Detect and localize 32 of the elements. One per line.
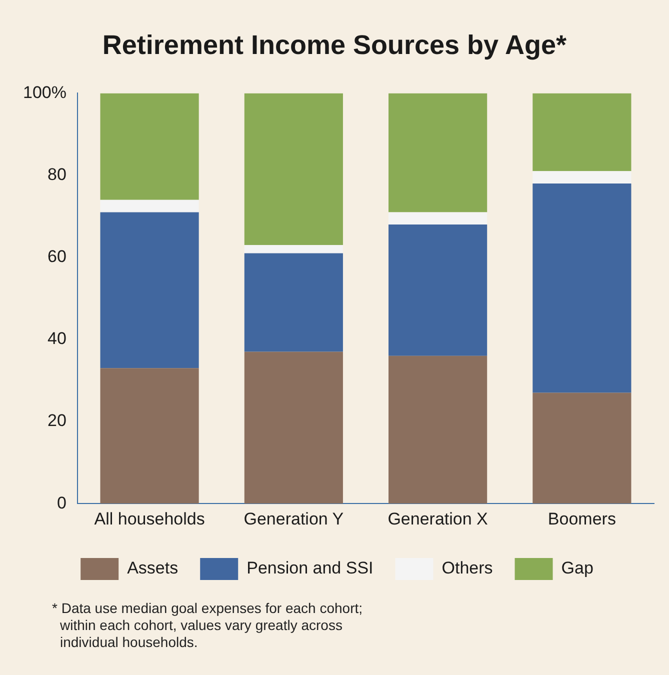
bar [388, 224, 488, 356]
bar [100, 212, 199, 368]
chart-title: Retirement Income Sources by Age* [101, 30, 568, 61]
y-tick-label: 100% [22, 82, 66, 102]
legend-label: Gap [561, 558, 594, 578]
bar [388, 212, 488, 225]
y-tick-label: 60 [48, 247, 66, 266]
x-tick-label: Generation Y [244, 509, 344, 528]
text: * Data use median goal expenses for each cohort; within each cohort, values vary greatly across individual households. [52, 600, 364, 651]
x-tick-label: All households [94, 509, 205, 528]
y-tick-label: 40 [48, 329, 66, 348]
x-tick-label: Boomers [548, 509, 616, 528]
x-tick-label: Generation X [388, 509, 488, 528]
bar [532, 392, 632, 504]
bar [100, 368, 199, 504]
bar [244, 352, 343, 504]
legend-label: Assets [127, 558, 178, 578]
bar [532, 183, 632, 393]
bar [388, 93, 488, 212]
bar [244, 245, 343, 254]
legend-label: Pension and SSI [246, 558, 374, 578]
legend-label: Others [442, 558, 493, 578]
bar [388, 356, 488, 504]
y-tick-label: 80 [48, 164, 66, 184]
bar [244, 93, 343, 246]
bar [244, 253, 343, 352]
bar [532, 93, 632, 172]
bar [532, 171, 632, 184]
y-tick-label: 0 [57, 493, 66, 512]
bar [100, 200, 199, 212]
bar [100, 93, 199, 200]
y-tick-label: 20 [48, 411, 66, 430]
